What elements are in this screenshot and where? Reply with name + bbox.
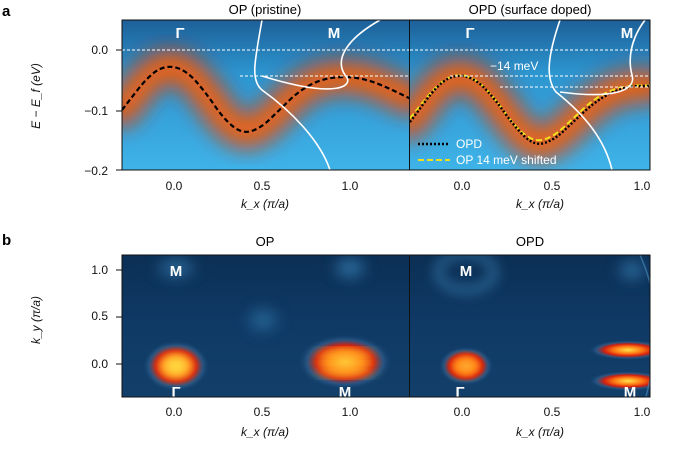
m-symbol-b-right-top: M	[460, 263, 473, 280]
panel-b-right-xtick-0: 0.0	[454, 405, 471, 419]
panel-a-left-plot: Γ M	[121, 19, 410, 171]
panel-b-left-title: OP	[256, 234, 275, 249]
m-spot-band-upper-left	[317, 351, 373, 361]
gamma-symbol-b-left: Γ	[171, 384, 180, 401]
panel-a-ytick-1: −0.1	[84, 104, 108, 118]
arc-edge-right	[639, 255, 650, 397]
faint-spot-center	[241, 302, 285, 338]
panel-b-ytick-2: 0.0	[91, 357, 108, 371]
faint-spot-top-right-b	[612, 255, 650, 286]
panel-b-left-xtick-0: 0.0	[166, 405, 183, 419]
m-symbol-b-right: M	[624, 384, 637, 401]
faint-spot-m-top-left	[150, 255, 202, 284]
edc-curve-right-2	[559, 19, 646, 96]
legend-label-opd: OPD	[456, 137, 482, 151]
panel-a-right-plot: −14 meV Γ M OPD OP 14 meV shifted	[409, 19, 650, 171]
panel-b-left-xtick-2: 1.0	[342, 405, 359, 419]
panel-a-left-title: OP (pristine)	[229, 2, 302, 17]
panel-b-right-title: OPD	[516, 234, 544, 249]
panel-b-frame	[121, 254, 651, 398]
gamma-symbol-a-right: Γ	[465, 25, 474, 42]
panel-a-ytick-2: −0.2	[84, 164, 108, 178]
panel-b-right-plot: M Γ M	[410, 255, 650, 401]
panel-a-ytick-0: 0.0	[91, 43, 108, 57]
ring-m-top-right	[434, 255, 498, 294]
panel-b-left-xtick-1: 0.5	[254, 405, 271, 419]
panel-a-left-xtick-2: 1.0	[342, 179, 359, 193]
m-spot-band-lower-left	[317, 365, 373, 375]
panel-a-right-xtick-1: 0.5	[544, 179, 561, 193]
panel-b-right-xlabel: k_x (π/a)	[516, 425, 564, 439]
faint-spot-top-right	[328, 255, 372, 284]
gamma-symbol-b-right: Γ	[455, 384, 464, 401]
panel-b-ytick-0: 1.0	[91, 263, 108, 277]
m-symbol-b-left: M	[339, 384, 352, 401]
panel-a-left-xlabel: k_x (π/a)	[241, 197, 289, 211]
panel-b-ylabel: k_y (π/a)	[29, 296, 43, 344]
legend: OPD OP 14 meV shifted	[418, 137, 557, 167]
panel-b-right-xtick-2: 1.0	[634, 405, 651, 419]
panel-a-right-xtick-0: 0.0	[454, 179, 471, 193]
panel-a-frame	[121, 19, 651, 171]
panel-b-ytick-1: 0.5	[91, 309, 108, 323]
panel-a-right-xlabel: k_x (π/a)	[516, 197, 564, 211]
m-symbol-b-left-top: M	[170, 263, 183, 280]
panel-a-ylabel: E − E_f (eV)	[29, 63, 43, 129]
legend-label-op-shifted: OP 14 meV shifted	[456, 153, 557, 167]
gamma-spot-core-right	[456, 358, 476, 374]
panel-a-letter: a	[2, 3, 11, 20]
panel-a-left-xtick-1: 0.5	[254, 179, 271, 193]
gamma-symbol-a-left: Γ	[175, 25, 184, 42]
gamma-spot-core-left	[162, 356, 190, 376]
panel-b-left-plot: M Γ M	[122, 255, 409, 401]
m-spot-left	[297, 334, 393, 390]
panel-b-right-xtick-1: 0.5	[544, 405, 561, 419]
panel-a-right-title: OPD (surface doped)	[469, 2, 592, 17]
panel-b-letter: b	[2, 232, 11, 249]
op-dispersion-curve	[121, 65, 410, 133]
m-band-lower-right	[588, 371, 650, 391]
m-band-upper-right	[588, 340, 650, 360]
panel-b-left-xlabel: k_x (π/a)	[241, 425, 289, 439]
panel-a-right-xtick-2: 1.0	[634, 179, 651, 193]
edc-curve-left-2	[261, 19, 381, 90]
m-symbol-a-left: M	[328, 25, 341, 42]
shift-label: −14 meV	[490, 59, 538, 73]
opd-dispersion-curve	[409, 74, 650, 145]
edc-curve-left	[253, 19, 331, 171]
m-symbol-a-right: M	[621, 25, 634, 42]
panel-a-left-xtick-0: 0.0	[166, 179, 183, 193]
